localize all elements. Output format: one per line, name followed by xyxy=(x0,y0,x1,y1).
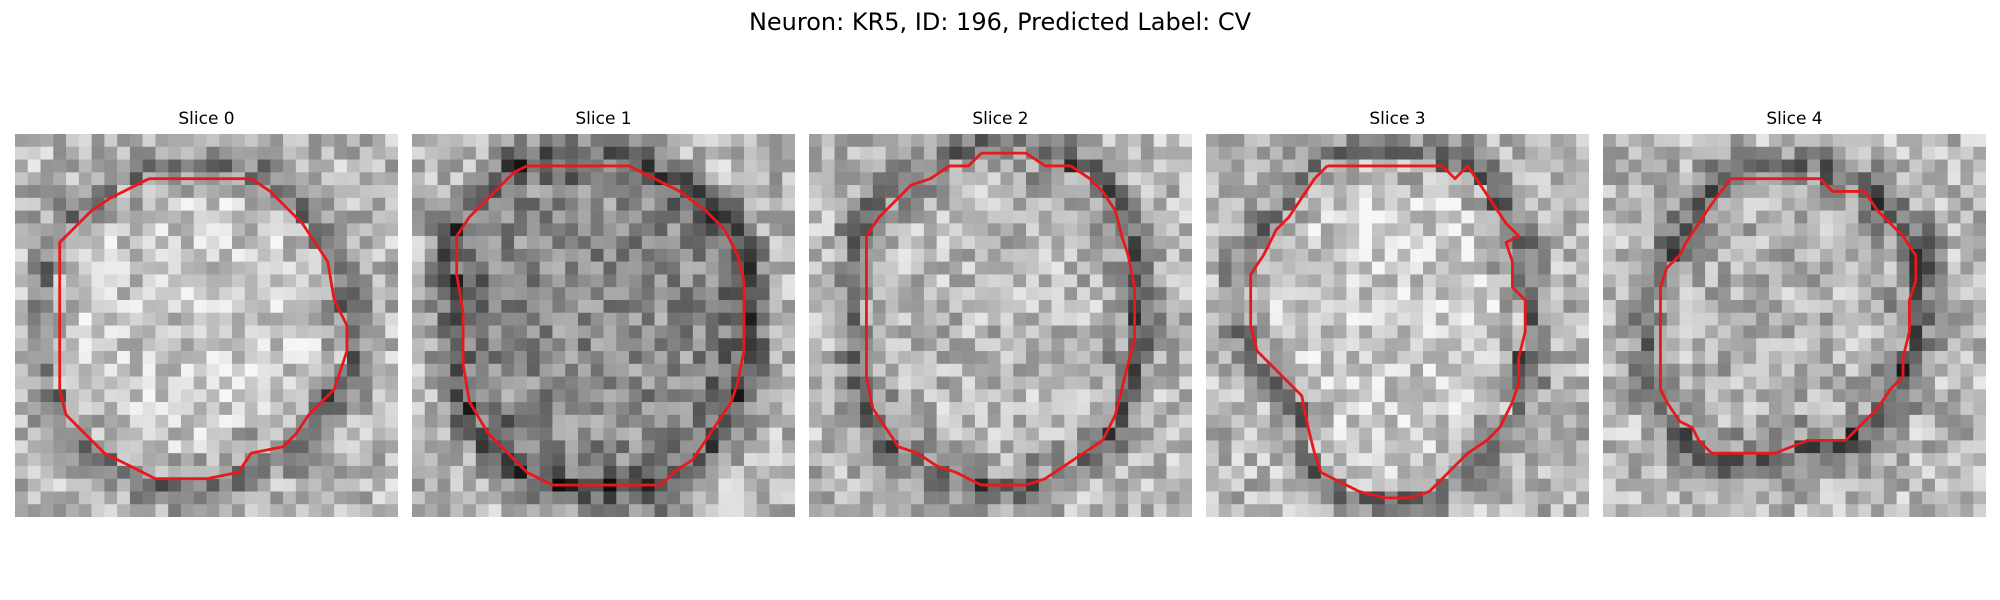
cell-contour-line xyxy=(1249,164,1527,500)
slice-title-0: Slice 0 xyxy=(178,109,235,129)
slice-image-1 xyxy=(412,134,795,517)
pixel-grid xyxy=(809,134,1192,517)
slice-image-2 xyxy=(809,134,1192,517)
pixel-grid xyxy=(412,134,795,517)
slice-title-1: Slice 1 xyxy=(575,109,632,129)
slice-panel-4: Slice 4 xyxy=(1603,108,1986,517)
cell-contour-line xyxy=(58,177,349,481)
slice-panel-3: Slice 3 xyxy=(1206,108,1589,517)
slice-title-4: Slice 4 xyxy=(1766,109,1823,129)
pixel-grid xyxy=(15,134,398,517)
slice-image-3 xyxy=(1206,134,1589,517)
slice-image-4 xyxy=(1603,134,1986,517)
slice-image-0 xyxy=(15,134,398,517)
pixel-grid xyxy=(1603,134,1986,517)
slice-panel-2: Slice 2 xyxy=(809,108,1192,517)
pixel-grid xyxy=(1206,134,1589,517)
cell-contour-line xyxy=(865,151,1136,487)
figure-title: Neuron: KR5, ID: 196, Predicted Label: C… xyxy=(748,8,1252,36)
cell-contour-line xyxy=(1659,177,1918,455)
slice-title-3: Slice 3 xyxy=(1369,109,1426,129)
slice-panel-1: Slice 1 xyxy=(412,108,795,517)
cell-contour-line xyxy=(455,164,746,487)
slice-title-2: Slice 2 xyxy=(972,109,1029,129)
slice-panel-0: Slice 0 xyxy=(15,108,398,517)
